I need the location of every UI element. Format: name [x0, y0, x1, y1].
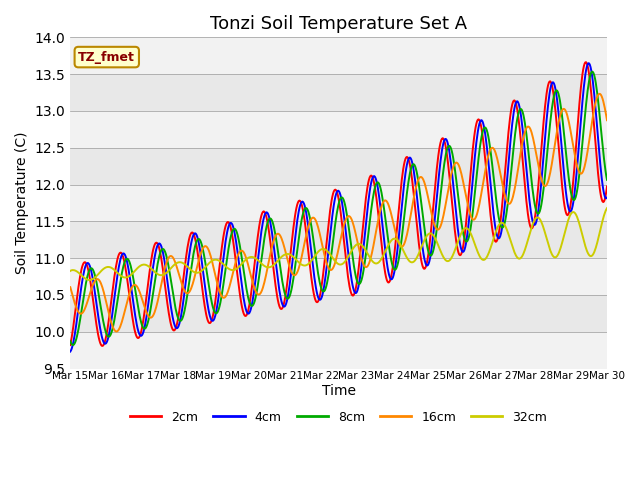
4cm [76, 294, 84, 300]
8cm [588, 69, 596, 74]
Line: 2cm: 2cm [70, 62, 607, 346]
16cm [76, 311, 84, 316]
32cm [603, 205, 611, 211]
4cm [67, 348, 74, 354]
2cm [603, 183, 611, 189]
X-axis label: Time: Time [322, 384, 356, 398]
16cm [215, 287, 223, 292]
16cm [404, 225, 412, 230]
32cm [86, 277, 93, 283]
Line: 16cm: 16cm [70, 94, 607, 332]
2cm [215, 270, 223, 276]
32cm [76, 271, 84, 277]
16cm [603, 117, 611, 123]
8cm [67, 338, 74, 344]
32cm [215, 258, 223, 264]
16cm [187, 287, 195, 293]
4cm [186, 249, 193, 254]
2cm [420, 266, 428, 272]
8cm [69, 342, 77, 348]
8cm [215, 306, 223, 312]
2cm [99, 343, 106, 349]
Bar [70, 184, 607, 221]
2cm [404, 156, 412, 162]
16cm [132, 283, 140, 288]
2cm [67, 342, 74, 348]
Legend: 2cm, 4cm, 8cm, 16cm, 32cm: 2cm, 4cm, 8cm, 16cm, 32cm [125, 406, 552, 429]
4cm [584, 60, 592, 66]
Bar [70, 332, 607, 369]
Bar [70, 37, 607, 74]
2cm [76, 274, 84, 280]
4cm [603, 194, 611, 200]
4cm [214, 298, 222, 303]
2cm [132, 332, 140, 338]
Bar [70, 258, 607, 295]
8cm [77, 313, 84, 319]
2cm [582, 60, 590, 65]
32cm [132, 267, 140, 273]
2cm [187, 231, 195, 237]
16cm [596, 91, 604, 96]
16cm [67, 284, 74, 290]
Line: 8cm: 8cm [70, 72, 607, 345]
4cm [131, 313, 139, 319]
32cm [67, 268, 74, 274]
Title: Tonzi Soil Temperature Set A: Tonzi Soil Temperature Set A [210, 15, 467, 33]
8cm [132, 292, 140, 298]
4cm [404, 158, 412, 164]
8cm [404, 179, 412, 185]
Line: 32cm: 32cm [70, 208, 607, 280]
8cm [187, 270, 195, 276]
16cm [420, 179, 428, 185]
Text: TZ_fmet: TZ_fmet [78, 50, 135, 63]
32cm [404, 257, 412, 263]
4cm [420, 251, 428, 256]
8cm [603, 177, 611, 183]
Line: 4cm: 4cm [70, 63, 607, 351]
Y-axis label: Soil Temperature (C): Soil Temperature (C) [15, 132, 29, 274]
32cm [420, 238, 428, 244]
8cm [420, 224, 428, 229]
32cm [187, 266, 195, 272]
16cm [113, 329, 120, 335]
Bar [70, 111, 607, 148]
